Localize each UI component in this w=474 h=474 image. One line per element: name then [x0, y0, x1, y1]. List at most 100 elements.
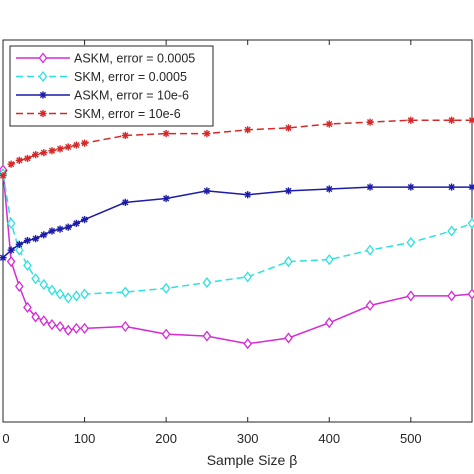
data-point	[203, 187, 211, 195]
data-point	[55, 320, 65, 333]
data-point	[80, 322, 89, 334]
data-point	[365, 299, 375, 312]
data-point	[243, 338, 253, 350]
data-point	[284, 124, 293, 132]
data-point	[467, 217, 474, 229]
data-point	[244, 191, 252, 199]
data-point	[406, 290, 416, 302]
data-point	[161, 328, 171, 340]
legend-marker	[39, 91, 47, 99]
data-point	[448, 183, 456, 191]
data-point	[284, 187, 293, 195]
data-point	[31, 273, 40, 285]
data-point	[14, 280, 24, 292]
series-1	[0, 164, 474, 350]
series-layer	[0, 116, 474, 350]
data-point	[23, 259, 32, 271]
data-point	[63, 292, 73, 304]
x-tick-label: 400	[318, 431, 340, 446]
data-point	[15, 156, 23, 164]
data-point	[0, 172, 7, 180]
data-point	[63, 324, 73, 336]
data-point	[365, 244, 375, 256]
data-point	[244, 126, 252, 134]
data-point	[203, 129, 211, 138]
legend-marker	[39, 109, 47, 118]
series-4	[0, 116, 474, 180]
data-point	[162, 129, 170, 138]
data-point	[7, 160, 15, 168]
data-point	[284, 256, 293, 268]
data-point	[407, 183, 415, 191]
data-point	[7, 246, 15, 254]
legend-label: SKM, error = 10e-6	[74, 107, 181, 121]
data-point	[80, 288, 89, 300]
data-point	[15, 240, 23, 248]
data-point	[325, 120, 333, 128]
data-point	[121, 131, 129, 140]
data-point	[162, 194, 170, 203]
data-point	[366, 183, 374, 191]
data-point	[32, 235, 40, 243]
data-point	[121, 286, 130, 298]
data-point	[72, 141, 81, 149]
x-axis-label: Sample Size β	[207, 452, 298, 468]
data-point	[23, 236, 32, 245]
data-point	[80, 215, 89, 224]
legend-marker	[38, 70, 48, 83]
data-point	[72, 322, 81, 334]
data-point	[202, 330, 212, 342]
data-point	[40, 231, 48, 239]
data-point	[47, 319, 57, 331]
data-point	[324, 317, 334, 329]
data-point	[0, 254, 7, 262]
legend-item: SKM, error = 0.0005	[16, 70, 187, 84]
data-point	[447, 225, 456, 237]
data-point	[447, 290, 456, 302]
data-point	[325, 185, 333, 193]
series-3	[0, 183, 474, 262]
data-point	[72, 290, 81, 302]
legend-item: SKM, error = 10e-6	[16, 107, 181, 121]
legend-label: SKM, error = 0.0005	[74, 70, 187, 84]
legend-item: ASKM, error = 10e-6	[16, 89, 189, 103]
data-point	[56, 145, 64, 153]
data-point	[448, 116, 456, 124]
data-point	[40, 149, 48, 157]
x-tick-label: 0	[2, 431, 9, 446]
data-point	[202, 277, 212, 289]
legend-marker	[38, 52, 48, 64]
data-point	[55, 288, 65, 300]
data-point	[406, 236, 416, 249]
data-point	[121, 198, 129, 206]
series-2	[0, 168, 474, 304]
data-point	[48, 147, 56, 155]
data-point	[64, 143, 72, 151]
data-point	[161, 282, 171, 294]
data-point	[31, 311, 40, 323]
data-point	[64, 223, 72, 231]
x-axis: 0 100 200 300 400 500	[2, 40, 422, 446]
data-point	[80, 139, 89, 147]
data-point	[324, 254, 334, 266]
x-tick-label: 500	[400, 431, 422, 446]
x-tick-label: 300	[237, 431, 259, 446]
data-point	[366, 118, 374, 126]
data-point	[39, 278, 49, 291]
data-point	[467, 288, 474, 300]
data-point	[284, 332, 293, 344]
legend: ASKM, error = 0.0005 SKM, error = 0.0005 A…	[9, 45, 214, 127]
data-point	[48, 227, 56, 235]
data-point	[39, 315, 49, 327]
x-tick-label: 200	[155, 431, 177, 446]
data-point	[6, 217, 16, 229]
data-point	[56, 225, 64, 233]
legend-item: ASKM, error = 0.0005	[16, 52, 195, 66]
data-point	[32, 151, 40, 159]
data-point	[23, 154, 32, 163]
data-point	[72, 219, 81, 227]
data-point	[47, 284, 57, 296]
data-point	[407, 116, 415, 124]
data-point	[23, 301, 32, 313]
